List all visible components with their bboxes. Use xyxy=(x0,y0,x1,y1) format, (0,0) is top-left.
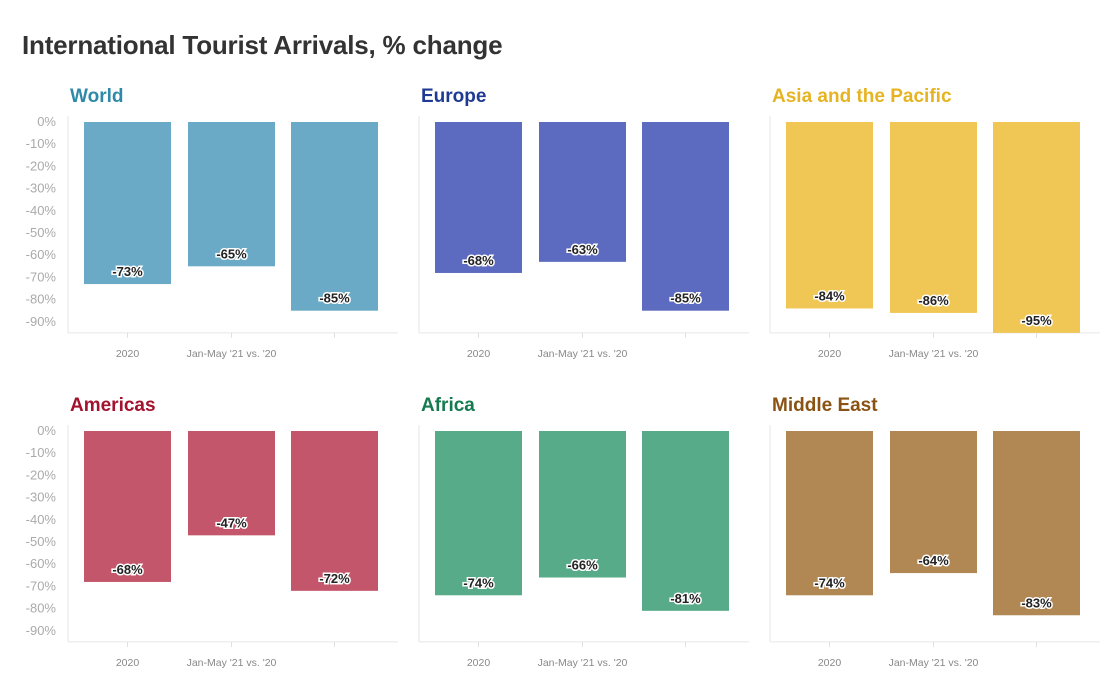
panel-title: Middle East xyxy=(772,395,878,416)
panel-title: World xyxy=(70,86,124,107)
bar xyxy=(642,431,729,611)
x-tick-label: 2020 xyxy=(116,348,140,360)
data-label: -68% xyxy=(463,253,494,268)
data-label: -95% xyxy=(1021,313,1052,328)
chart-panel-world: World 0% -10% -20% -30% -40% -50% -60% -70% -80%… xyxy=(26,86,408,386)
data-label: -64% xyxy=(918,553,949,568)
data-label: -72% xyxy=(319,571,350,586)
y-tick-label: -10% xyxy=(26,136,57,151)
bar xyxy=(291,431,378,591)
x-tick-label: 2020 xyxy=(467,657,491,669)
chart-svg: 2020 -68% Jan-May '21 vs. '20 -63% -85% xyxy=(418,116,749,360)
bar xyxy=(642,122,729,311)
bar xyxy=(188,122,275,267)
data-label: -81% xyxy=(670,591,701,606)
chart-svg: 0% -10% -20% -30% -40% -50% -60% -70% -80% -90% 20… xyxy=(26,423,398,669)
y-tick-label: 0% xyxy=(37,114,56,129)
data-label: -66% xyxy=(567,558,598,573)
x-tick-label: 2020 xyxy=(818,657,842,669)
y-tick-label: -40% xyxy=(26,512,57,527)
y-tick-label: 0% xyxy=(37,423,56,438)
data-label: -83% xyxy=(1021,595,1052,610)
chart-panel-africa: Africa 2020 -74% Jan-May '21 vs. '20 -66% -8… xyxy=(418,395,759,695)
bar xyxy=(993,122,1080,333)
bar xyxy=(786,431,873,596)
y-tick-label: -70% xyxy=(26,578,57,593)
y-tick-label: -80% xyxy=(26,292,57,307)
chart-panel-europe: Europe 2020 -68% Jan-May '21 vs. '20 -63% -8… xyxy=(418,86,759,386)
bar xyxy=(890,431,977,574)
x-tick-label: Jan-May '21 vs. '20 xyxy=(187,657,277,669)
y-tick-label: -60% xyxy=(26,556,57,571)
bar xyxy=(435,122,522,273)
data-label: -84% xyxy=(814,288,845,303)
data-label: -85% xyxy=(670,291,701,306)
bar xyxy=(84,122,171,285)
y-tick-label: -10% xyxy=(26,445,57,460)
page-title: International Tourist Arrivals, % change xyxy=(22,30,503,60)
bar xyxy=(291,122,378,311)
data-label: -63% xyxy=(567,242,598,257)
chart-svg: 2020 -74% Jan-May '21 vs. '20 -64% -83% xyxy=(769,425,1100,669)
x-tick-label: Jan-May '21 vs. '20 xyxy=(187,348,277,360)
y-tick-label: -20% xyxy=(26,467,57,482)
bar xyxy=(539,431,626,578)
y-tick-label: -60% xyxy=(26,247,57,262)
x-tick-label: 2020 xyxy=(818,348,842,360)
y-tick-label: -20% xyxy=(26,158,57,173)
bar xyxy=(993,431,1080,616)
y-tick-label: -30% xyxy=(26,490,57,505)
y-tick-label: -50% xyxy=(26,225,57,240)
x-tick-label: 2020 xyxy=(467,348,491,360)
data-label: -85% xyxy=(319,291,350,306)
bar xyxy=(539,122,626,262)
x-tick-label: Jan-May '21 vs. '20 xyxy=(538,657,628,669)
bar xyxy=(435,431,522,596)
y-tick-label: -90% xyxy=(26,623,57,638)
y-tick-label: -70% xyxy=(26,269,57,284)
data-label: -73% xyxy=(112,264,143,279)
panel-title: Americas xyxy=(70,395,156,416)
y-tick-label: -90% xyxy=(26,314,57,329)
bar xyxy=(84,431,171,582)
x-tick-label: 2020 xyxy=(116,657,140,669)
chart-panel-asia-pacific: Asia and the Pacific 2020 -84% Jan-May '21… xyxy=(769,86,1107,386)
bar xyxy=(188,431,275,536)
y-tick-label: -40% xyxy=(26,203,57,218)
x-tick-label: Jan-May '21 vs. '20 xyxy=(889,657,979,669)
y-tick-label: -30% xyxy=(26,181,57,196)
x-tick-label: Jan-May '21 vs. '20 xyxy=(538,348,628,360)
data-label: -68% xyxy=(112,562,143,577)
data-label: -86% xyxy=(918,293,949,308)
chart-svg: 2020 -74% Jan-May '21 vs. '20 -66% -81% xyxy=(418,425,749,669)
x-tick-label: Jan-May '21 vs. '20 xyxy=(889,348,979,360)
chart-panel-middle-east: Middle East 2020 -74% Jan-May '21 vs. '20 -… xyxy=(769,395,1107,695)
data-label: -74% xyxy=(814,575,845,590)
data-label: -74% xyxy=(463,575,494,590)
chart-svg: 0% -10% -20% -30% -40% -50% -60% -70% -80% -90% 20… xyxy=(26,114,398,360)
chart-svg: 2020 -84% Jan-May '21 vs. '20 -86% -95% xyxy=(769,116,1100,360)
data-label: -65% xyxy=(216,246,247,261)
panel-title: Asia and the Pacific xyxy=(772,86,952,107)
panel-title: Africa xyxy=(421,395,475,416)
data-label: -47% xyxy=(216,515,247,530)
chart-panel-americas: Americas 0% -10% -20% -30% -40% -50% -60% -70% -… xyxy=(26,395,408,695)
bar xyxy=(786,122,873,309)
panel-title: Europe xyxy=(421,86,487,107)
y-tick-label: -80% xyxy=(26,601,57,616)
y-tick-label: -50% xyxy=(26,534,57,549)
bar xyxy=(890,122,977,313)
